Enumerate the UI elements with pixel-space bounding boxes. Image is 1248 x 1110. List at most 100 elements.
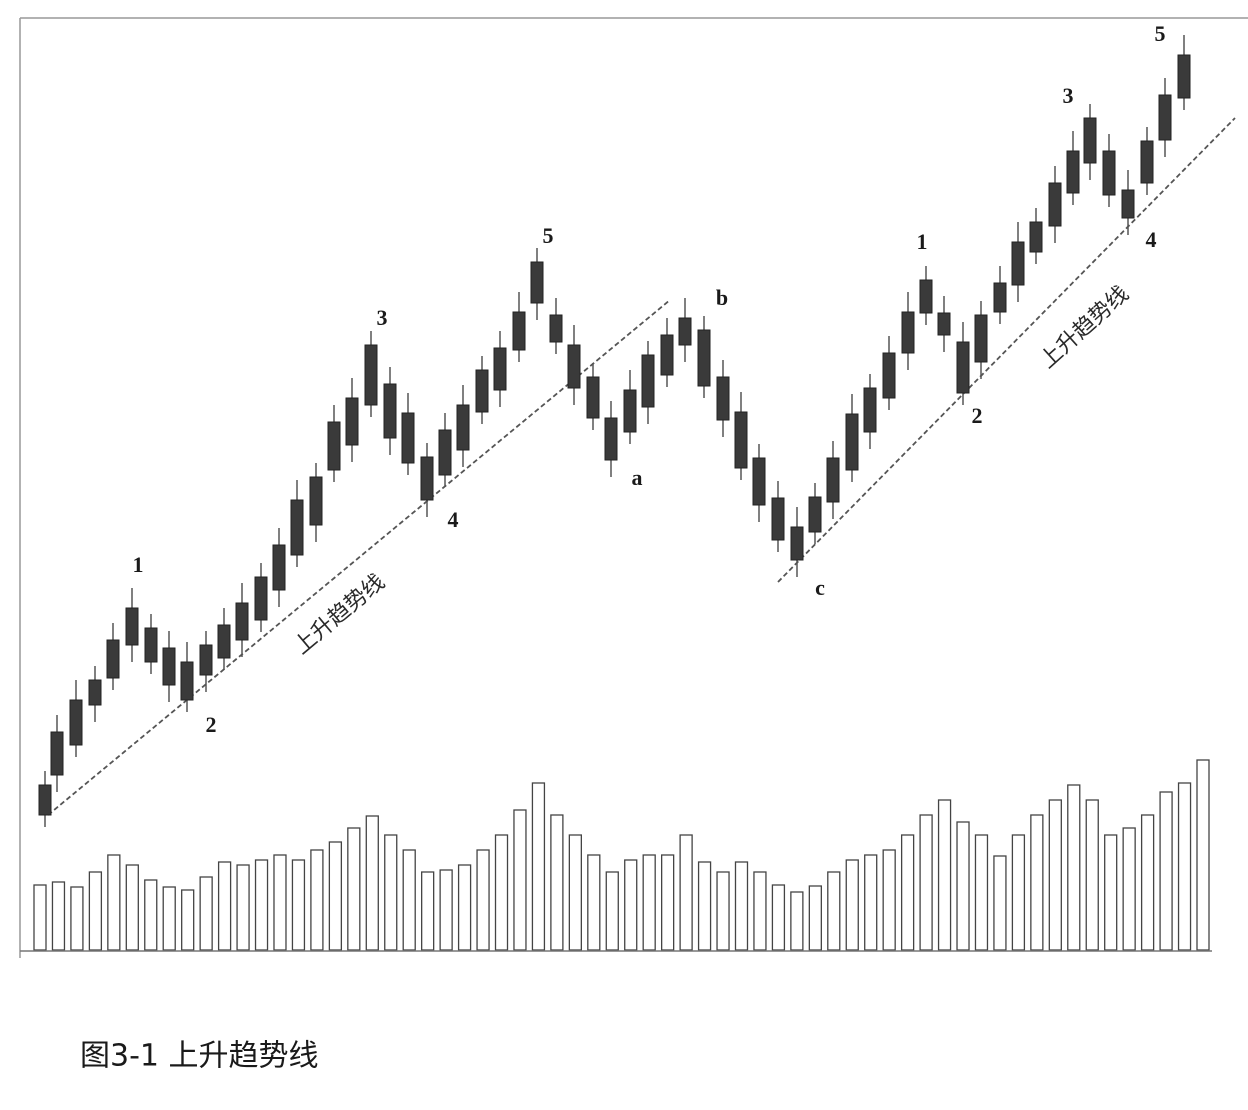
wave-label: 1 bbox=[917, 229, 928, 254]
volume-bar bbox=[605, 871, 619, 951]
volume-bar bbox=[88, 871, 103, 951]
volume-bars bbox=[33, 759, 1210, 951]
wave-label: 5 bbox=[1155, 21, 1166, 46]
candle-body bbox=[586, 376, 600, 419]
volume-bar bbox=[421, 871, 435, 951]
candle-body bbox=[901, 311, 915, 354]
candle-body bbox=[604, 417, 618, 461]
candle-body bbox=[919, 279, 933, 314]
candle-body bbox=[125, 607, 139, 646]
candle-body bbox=[1048, 182, 1062, 227]
volume-bar bbox=[882, 849, 896, 951]
candle-body bbox=[623, 389, 637, 433]
trend-line bbox=[47, 299, 671, 816]
volume-bar bbox=[291, 859, 306, 951]
candle-body bbox=[549, 314, 563, 343]
candle-body bbox=[512, 311, 526, 351]
volume-bar bbox=[439, 869, 453, 951]
volume-bar bbox=[679, 834, 693, 951]
volume-bar bbox=[864, 854, 878, 951]
candle-body bbox=[475, 369, 489, 413]
wave-label: 4 bbox=[1146, 227, 1157, 252]
volume-bar bbox=[697, 861, 712, 951]
candle-body bbox=[530, 261, 544, 304]
volume-bar bbox=[1159, 791, 1173, 951]
volume-bar bbox=[937, 799, 952, 951]
wave-label: 3 bbox=[1063, 83, 1074, 108]
volume-bar bbox=[51, 881, 66, 951]
volume-bar bbox=[273, 854, 287, 951]
candle-body bbox=[882, 352, 896, 399]
volume-bar bbox=[236, 864, 250, 951]
candle-body bbox=[144, 627, 158, 663]
volume-bar bbox=[494, 834, 509, 951]
candle-body bbox=[162, 647, 176, 686]
candle-body bbox=[641, 354, 655, 408]
candle-body bbox=[863, 387, 877, 433]
volume-bar bbox=[771, 884, 786, 951]
volume-bar bbox=[808, 885, 822, 951]
candle-body bbox=[180, 661, 194, 701]
candle-body bbox=[660, 334, 674, 376]
volume-bar bbox=[1067, 784, 1081, 951]
volume-bar bbox=[1177, 782, 1192, 951]
volume-bar bbox=[328, 841, 343, 951]
wave-label: b bbox=[716, 285, 728, 310]
volume-bar bbox=[347, 827, 361, 951]
candle-body bbox=[69, 699, 83, 746]
candle-body bbox=[1177, 54, 1191, 99]
wave-label: 2 bbox=[972, 403, 983, 428]
candle-body bbox=[1066, 150, 1080, 194]
volume-bar bbox=[310, 849, 324, 951]
volume-bar bbox=[33, 884, 47, 951]
volume-bar bbox=[365, 815, 379, 951]
candle-body bbox=[38, 784, 52, 816]
volume-bar bbox=[790, 891, 804, 951]
volume-bar bbox=[457, 864, 472, 951]
candle-body bbox=[567, 344, 581, 389]
candle-body bbox=[697, 329, 711, 387]
volume-bar bbox=[845, 859, 859, 951]
volume-bar bbox=[199, 876, 213, 951]
candle-body bbox=[272, 544, 286, 591]
candle-body bbox=[493, 347, 507, 391]
volume-bar bbox=[1140, 814, 1155, 951]
volume-bar bbox=[661, 854, 675, 951]
volume-bar bbox=[181, 889, 195, 951]
candle-body bbox=[345, 397, 359, 446]
candle-body bbox=[1029, 221, 1043, 253]
candles bbox=[38, 35, 1191, 827]
volume-bar bbox=[162, 886, 176, 951]
wave-label: a bbox=[632, 465, 643, 490]
candle-body bbox=[1158, 94, 1172, 141]
wave-label: 5 bbox=[543, 223, 554, 248]
candle-body bbox=[1011, 241, 1025, 286]
volume-bar bbox=[956, 821, 970, 951]
wave-label: 4 bbox=[448, 507, 459, 532]
candle-body bbox=[1102, 150, 1116, 196]
wave-label: 2 bbox=[206, 712, 217, 737]
candle-body bbox=[826, 457, 840, 503]
volume-bar bbox=[974, 834, 989, 951]
candle-body bbox=[1121, 189, 1135, 219]
candle-body bbox=[50, 731, 64, 776]
volume-bar bbox=[125, 864, 139, 951]
volume-bar bbox=[144, 879, 158, 951]
candle-body bbox=[790, 526, 804, 561]
wave-label: c bbox=[815, 575, 825, 600]
volume-bar bbox=[1048, 799, 1062, 951]
volume-bar bbox=[1122, 827, 1136, 951]
candle-body bbox=[88, 679, 102, 706]
volume-bar bbox=[476, 849, 490, 951]
volume-bar bbox=[624, 859, 638, 951]
candle-body bbox=[956, 341, 970, 394]
volume-bar bbox=[513, 809, 527, 951]
volume-bar bbox=[993, 855, 1007, 951]
candle-body bbox=[1083, 117, 1097, 164]
volume-bar bbox=[384, 834, 398, 951]
candle-body bbox=[993, 282, 1007, 313]
volume-bar bbox=[1104, 834, 1118, 951]
candle-body bbox=[752, 457, 766, 506]
candle-body bbox=[290, 499, 304, 556]
candle-body bbox=[401, 412, 415, 464]
